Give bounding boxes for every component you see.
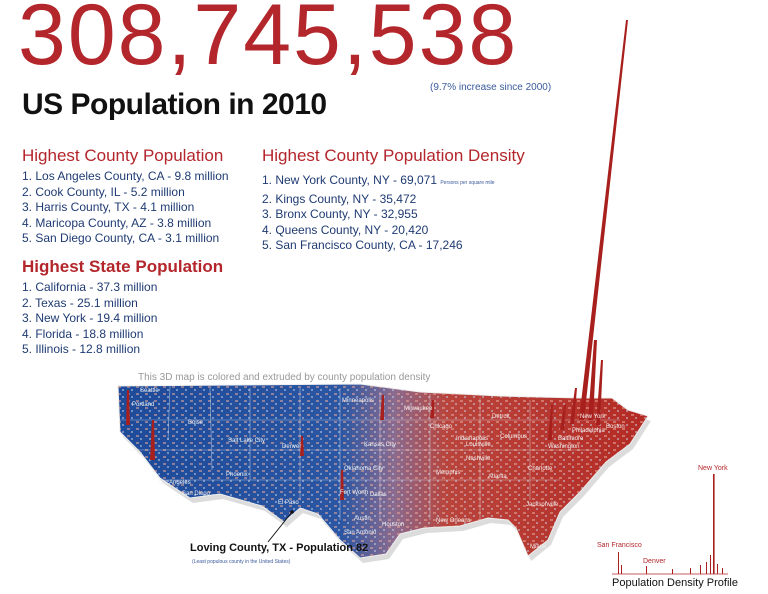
page-title: US Population in 2010 (22, 88, 327, 121)
list-item: 5. Illinois - 12.8 million (22, 342, 141, 356)
loving-county-marker (290, 510, 294, 514)
new-york-spike (579, 20, 628, 420)
county-density-title: Highest County Population Density (262, 146, 525, 165)
city-label: Denver (282, 444, 301, 450)
city-label: Portland (132, 402, 154, 408)
city-label: Detroit (492, 414, 510, 420)
loving-county-note: (Least populous county in the United Sta… (192, 559, 291, 565)
city-label: Miami (530, 544, 546, 550)
total-population-figure: 308,745,538 (18, 0, 519, 83)
city-label: Salt Lake City (228, 438, 265, 444)
city-label: Boise (188, 420, 204, 426)
city-label: Dallas (370, 492, 387, 498)
city-label: Columbus (500, 434, 527, 440)
city-label: Fort Worth (340, 490, 368, 496)
city-label: Charlotte (528, 466, 553, 472)
loving-county-pointer (267, 511, 293, 543)
city-label: Memphis (436, 470, 460, 476)
state-population-list: 1. California - 37.3 million 2. Texas - … (22, 280, 157, 358)
list-item: 1. New York County, NY - 69,071 Persons … (262, 173, 495, 192)
county-population-list: 1. Los Angeles County, CA - 9.8 million … (22, 169, 229, 247)
profile-label: San Francisco (597, 542, 642, 549)
city-label: Los Angeles (158, 480, 191, 486)
city-label: Minneapolis (342, 398, 374, 404)
city-label: Atlanta (488, 474, 507, 480)
profile-title: Population Density Profile (612, 577, 738, 589)
county-population-title: Highest County Population (22, 146, 224, 165)
city-label: El Paso (278, 500, 299, 506)
city-label: Indianapolis (456, 436, 488, 442)
profile-label: Denver (643, 558, 666, 565)
city-label: Austin (354, 516, 371, 522)
city-labels: Seattle Portland Boise Salt Lake City De… (132, 388, 625, 550)
list-item: 3. New York - 19.4 million (22, 311, 158, 325)
county-density-list: 1. New York County, NY - 69,071 Persons … (262, 173, 495, 254)
population-density-profile: New York San Francisco Denver (597, 465, 728, 575)
city-label: Boston (606, 424, 625, 430)
list-item: 5. San Diego County, CA - 3.1 million (22, 231, 220, 245)
city-label: Phoenix (226, 472, 248, 478)
list-item: 4. Queens County, NY - 20,420 (262, 222, 429, 237)
increase-note: (9.7% increase since 2000) (430, 82, 552, 93)
city-label: Houston (382, 522, 404, 528)
list-item: 1. California - 37.3 million (22, 280, 158, 294)
city-label: Philadelphia (572, 428, 605, 434)
city-label: Jacksonville (526, 502, 559, 508)
state-population-title: Highest State Population (22, 257, 224, 276)
density-unit-note: Persons per square mile (440, 180, 495, 186)
map-caption: This 3D map is colored and extruded by c… (138, 372, 431, 383)
list-item-text: 1. New York County, NY - 69,071 (262, 173, 437, 187)
list-item: 4. Maricopa County, AZ - 3.8 million (22, 215, 212, 230)
city-label: Nashville (466, 456, 491, 462)
city-label: Washington (548, 444, 579, 450)
list-item: 2. Texas - 25.1 million (22, 295, 138, 310)
city-label: Chicago (430, 424, 453, 430)
state-borders (120, 385, 620, 520)
city-label: Oklahoma City (344, 466, 383, 472)
city-label: New Orleans (436, 518, 471, 524)
profile-label: New York (698, 465, 728, 472)
city-label: Milwaukee (404, 406, 433, 412)
city-label: San Diego (182, 491, 211, 497)
city-label: Baltimore (558, 436, 584, 442)
list-item: 1. Los Angeles County, CA - 9.8 million (22, 169, 229, 183)
list-item: 2. Cook County, IL - 5.2 million (22, 184, 185, 199)
list-item: 4. Florida - 18.8 million (22, 326, 144, 341)
list-item: 2. Kings County, NY - 35,472 (262, 191, 417, 206)
city-label: Louisville (466, 442, 491, 448)
city-label: Seattle (140, 388, 159, 394)
list-item: 3. Harris County, TX - 4.1 million (22, 200, 195, 214)
city-label: San Antonio (344, 530, 377, 536)
map-texture (118, 384, 648, 558)
loving-county-label: Loving County, TX - Population 82 (190, 542, 369, 554)
list-item: 3. Bronx County, NY - 32,955 (262, 207, 418, 221)
list-item: 5. San Francisco County, CA - 17,246 (262, 238, 463, 252)
city-label: New York (580, 414, 606, 420)
density-spikes (126, 20, 628, 500)
city-label: Kansas City (364, 442, 396, 448)
